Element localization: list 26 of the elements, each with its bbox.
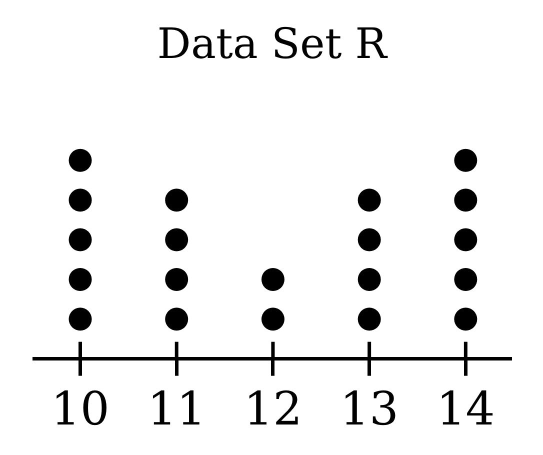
- point: [454, 228, 478, 252]
- point: [358, 268, 381, 291]
- point: [261, 308, 284, 331]
- point: [165, 268, 188, 291]
- point: [454, 148, 478, 172]
- point: [68, 268, 92, 291]
- x-tick-label: 13: [340, 381, 399, 436]
- point: [454, 268, 478, 291]
- x-tick-label: 14: [436, 381, 495, 436]
- point: [68, 308, 92, 331]
- x-tick-label: 11: [147, 381, 206, 436]
- point: [454, 308, 478, 331]
- point: [454, 188, 478, 212]
- point: [68, 228, 92, 252]
- point: [358, 188, 381, 212]
- point: [68, 148, 92, 172]
- point: [358, 228, 381, 252]
- x-tick-label: 10: [50, 381, 110, 436]
- x-tick-label: 12: [244, 381, 302, 436]
- point: [68, 188, 92, 212]
- chart-title: Data Set R: [157, 19, 388, 68]
- point: [358, 308, 381, 331]
- point: [165, 308, 188, 331]
- point: [261, 268, 284, 291]
- point: [165, 228, 188, 252]
- point: [165, 188, 188, 212]
